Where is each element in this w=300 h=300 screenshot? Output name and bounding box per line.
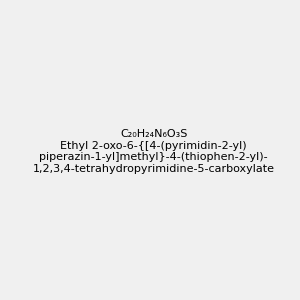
Text: C₂₀H₂₄N₆O₃S
Ethyl 2-oxo-6-{[4-(pyrimidin-2-yl)
piperazin-1-yl]methyl}-4-(thiophe: C₂₀H₂₄N₆O₃S Ethyl 2-oxo-6-{[4-(pyrimidin…: [33, 129, 275, 174]
